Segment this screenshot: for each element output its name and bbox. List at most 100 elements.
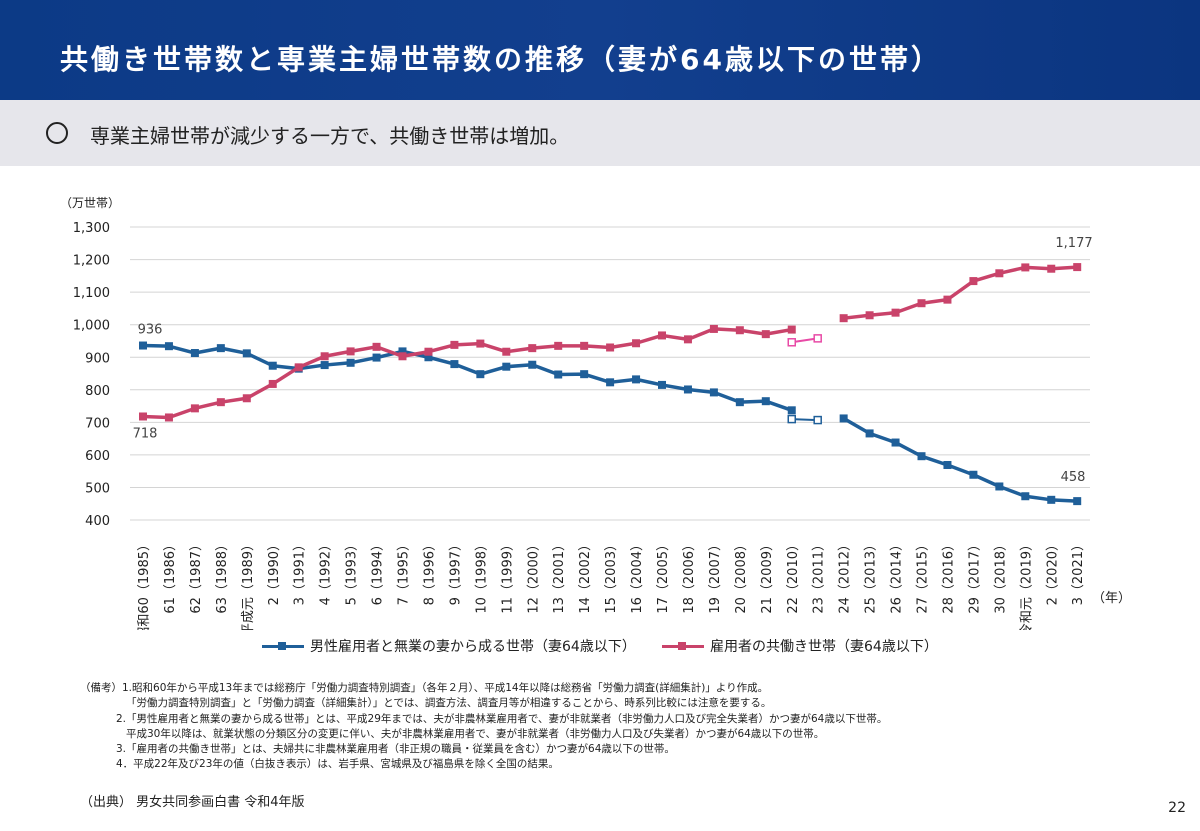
data-point-dual [216, 398, 225, 407]
x-tick-label: 27（2015） [916, 538, 931, 614]
x-tick-label: 平成元（1989） [241, 538, 256, 630]
data-point-male [1021, 492, 1030, 501]
data-point-dual [372, 342, 381, 351]
data-point-male [528, 360, 537, 369]
data-point-dual [839, 314, 848, 323]
y-tick-label: 1,300 [73, 221, 110, 236]
data-point-male [632, 375, 641, 384]
x-tick-label: 13（2001） [552, 538, 567, 614]
data-point-dual [242, 394, 251, 403]
y-tick-label: 1,000 [73, 319, 110, 334]
bullet-circle-icon [46, 122, 68, 144]
data-point-male [216, 344, 225, 353]
series-line-dual [142, 327, 793, 420]
note-line: 平成30年以降は、就業状態の分類区分の変更に伴い、夫が非農林業雇用者で、妻が非就… [126, 727, 825, 740]
legend-label-dual: 雇用者の共働き世帯（妻64歳以下） [710, 639, 938, 655]
data-point-dual [735, 326, 744, 335]
series-line-break-male [791, 418, 818, 422]
data-point-male [658, 380, 666, 389]
data-point-male [164, 342, 173, 351]
data-point-male [372, 353, 381, 362]
x-tick-label: 20（2008） [734, 538, 749, 614]
x-tick-label: 19（2007） [708, 538, 723, 614]
data-point-dual [320, 352, 329, 361]
data-point-dual [683, 335, 692, 344]
data-point-dual [450, 340, 459, 349]
data-point-male [787, 406, 796, 415]
data-label-dual-start: 718 [133, 426, 158, 441]
data-point-dual [1073, 263, 1082, 272]
data-point-dual [554, 341, 563, 350]
x-axis-unit: （年） [1092, 591, 1131, 606]
x-tick-label: 61（1986） [163, 538, 178, 614]
x-tick-label: 2（2020） [1045, 538, 1060, 605]
data-point-dual [943, 295, 952, 304]
x-tick-label: 2（1990） [267, 538, 282, 605]
data-point-male [761, 397, 770, 406]
x-tick-label: 8（1996） [422, 538, 437, 605]
data-label-dual-end: 1,177 [1055, 236, 1092, 251]
hollow-point-dual [813, 334, 822, 343]
data-point-dual [917, 299, 926, 308]
data-point-male [1047, 495, 1056, 504]
data-point-male [320, 361, 329, 370]
series-line-break-dual [791, 337, 818, 344]
x-tick-label: 16（2004） [630, 538, 645, 614]
data-point-dual [346, 347, 355, 356]
x-tick-label: 3（2021） [1071, 538, 1086, 605]
y-tick-label: 700 [85, 416, 110, 431]
x-tick-label: 10（1998） [474, 538, 489, 614]
data-point-dual [709, 324, 718, 333]
y-tick-label: 900 [85, 351, 110, 366]
data-point-male [917, 452, 926, 461]
x-tick-label: 令和元（2019） [1019, 538, 1034, 630]
data-point-male [839, 414, 848, 423]
x-tick-label: 15（2003） [604, 538, 619, 614]
x-tick-label: 昭和60（1985） [137, 538, 152, 630]
x-tick-label: 12（2000） [526, 538, 541, 614]
legend-item-male: 男性雇用者と無業の妻から成る世帯（妻64歳以下） [262, 636, 636, 656]
data-point-dual [1021, 263, 1030, 272]
x-tick-label: 28（2016） [941, 538, 956, 614]
data-point-dual [580, 341, 589, 350]
data-point-dual [528, 344, 537, 353]
x-tick-label: 17（2005） [656, 538, 671, 614]
data-point-male [190, 349, 199, 358]
data-point-dual [658, 331, 666, 340]
x-tick-label: 4（1992） [319, 538, 334, 605]
legend-item-dual: 雇用者の共働き世帯（妻64歳以下） [662, 636, 938, 656]
data-point-dual [476, 339, 485, 348]
series-line-male [142, 343, 793, 412]
data-point-dual [606, 343, 615, 352]
x-tick-label: 25（2013） [864, 538, 879, 614]
y-axis-unit: （万世帯） [60, 196, 120, 210]
data-point-dual [632, 339, 641, 348]
y-tick-label: 1,200 [73, 254, 110, 269]
y-tick-label: 500 [85, 481, 110, 496]
data-point-male [865, 429, 874, 438]
data-point-dual [1047, 264, 1056, 273]
data-point-male [995, 482, 1004, 491]
x-tick-label: 14（2002） [578, 538, 593, 614]
summary-bar: 専業主婦世帯が減少する一方で、共働き世帯は増加。 [0, 100, 1200, 166]
data-point-male [709, 388, 718, 397]
data-point-male [268, 361, 277, 370]
x-tick-label: 18（2006） [682, 538, 697, 614]
data-point-male [424, 353, 433, 362]
data-point-dual [164, 413, 173, 422]
data-point-dual [969, 277, 978, 286]
note-line: 3.「雇用者の共働き世帯」とは、夫婦共に非農林業雇用者（非正規の職員・従業員を含… [116, 743, 675, 756]
x-tick-label: 30（2018） [993, 538, 1008, 614]
data-point-male [139, 341, 147, 350]
x-tick-label: 23（2011） [812, 538, 827, 614]
source-text: （出典） 男女共同参画白書 令和4年版 [80, 795, 305, 810]
data-point-male [943, 460, 952, 469]
note-line: 「労働力調査特別調査」と「労働力調査（詳細集計）」とでは、調査方法、調査月等が相… [126, 697, 772, 710]
data-point-male [683, 385, 692, 394]
legend-swatch-dual-icon [662, 641, 704, 650]
data-point-male [580, 370, 589, 379]
data-point-dual [995, 269, 1004, 278]
data-label-male-end: 458 [1061, 470, 1086, 485]
x-tick-label: 7（1995） [397, 538, 412, 605]
data-point-dual [294, 363, 303, 372]
